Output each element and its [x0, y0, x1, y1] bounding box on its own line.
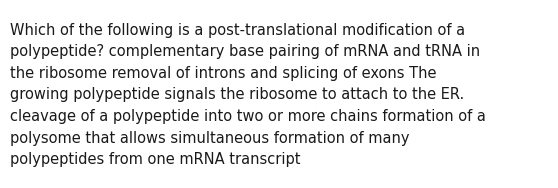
Text: Which of the following is a post-translational modification of a
polypeptide? co: Which of the following is a post-transla…: [10, 23, 486, 167]
